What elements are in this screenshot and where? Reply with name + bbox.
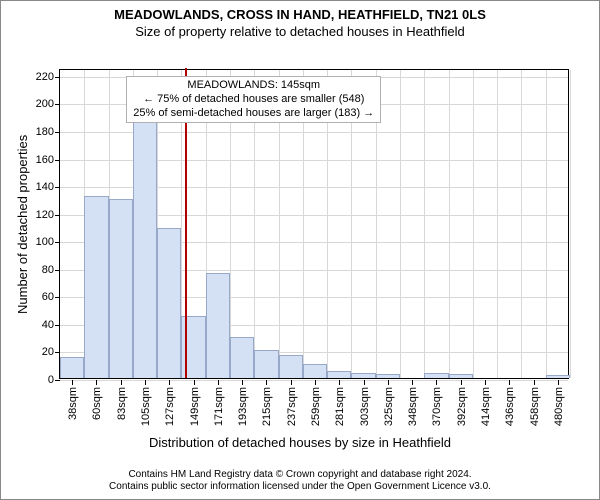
gridline-v: [473, 70, 474, 378]
ytick-label: 220: [36, 71, 60, 83]
xtick-mark: [315, 380, 316, 385]
xtick-label: 127sqm: [162, 387, 176, 426]
xtick-label: 436sqm: [502, 387, 516, 426]
histogram-bar: [84, 196, 108, 378]
xtick-mark: [72, 380, 73, 385]
y-axis-label: Number of detached properties: [15, 135, 30, 314]
xtick-mark: [558, 380, 559, 385]
xtick-mark: [388, 380, 389, 385]
chart-container: MEADOWLANDS, CROSS IN HAND, HEATHFIELD, …: [0, 0, 600, 500]
xtick-mark: [364, 380, 365, 385]
ytick-label: 0: [48, 374, 60, 386]
histogram-bar: [546, 375, 570, 378]
annotation-box: MEADOWLANDS: 145sqm← 75% of detached hou…: [126, 76, 381, 123]
xtick-label: 149sqm: [187, 387, 201, 426]
plot-area: 02040608010012014016018020022038sqm60sqm…: [59, 69, 569, 379]
ytick-label: 80: [42, 264, 60, 276]
xtick-mark: [461, 380, 462, 385]
gridline-v: [521, 70, 522, 378]
ytick-label: 200: [36, 98, 60, 110]
xtick-label: 83sqm: [114, 387, 128, 420]
attribution-text: Contains HM Land Registry data © Crown c…: [1, 469, 599, 493]
xtick-label: 348sqm: [405, 387, 419, 426]
histogram-bar: [109, 199, 133, 378]
xtick-label: 171sqm: [211, 387, 225, 426]
xtick-mark: [509, 380, 510, 385]
xtick-label: 480sqm: [551, 387, 565, 426]
x-axis-label: Distribution of detached houses by size …: [149, 435, 451, 450]
xtick-mark: [291, 380, 292, 385]
histogram-bar: [206, 273, 230, 378]
xtick-mark: [412, 380, 413, 385]
histogram-bar: [424, 373, 448, 379]
xtick-mark: [96, 380, 97, 385]
xtick-label: 392sqm: [454, 387, 468, 426]
xtick-mark: [485, 380, 486, 385]
histogram-bar: [60, 357, 84, 378]
gridline-h: [60, 380, 568, 381]
xtick-label: 414sqm: [478, 387, 492, 426]
gridline-v: [570, 70, 571, 378]
ytick-label: 140: [36, 181, 60, 193]
ytick-label: 160: [36, 154, 60, 166]
gridline-v: [449, 70, 450, 378]
histogram-bar: [157, 228, 181, 378]
xtick-label: 38sqm: [65, 387, 79, 420]
annotation-line: 25% of semi-detached houses are larger (…: [133, 107, 374, 121]
annotation-line: ← 75% of detached houses are smaller (54…: [133, 93, 374, 107]
xtick-label: 458sqm: [527, 387, 541, 426]
ytick-label: 100: [36, 236, 60, 248]
xtick-mark: [266, 380, 267, 385]
xtick-label: 105sqm: [138, 387, 152, 426]
ytick-label: 180: [36, 126, 60, 138]
gridline-v: [400, 70, 401, 378]
gridline-v: [424, 70, 425, 378]
histogram-bar: [279, 355, 303, 378]
xtick-mark: [436, 380, 437, 385]
histogram-bar: [254, 350, 278, 378]
xtick-label: 259sqm: [308, 387, 322, 426]
histogram-bar: [303, 364, 327, 378]
histogram-bar: [133, 122, 157, 378]
chart-title: MEADOWLANDS, CROSS IN HAND, HEATHFIELD, …: [1, 7, 599, 22]
xtick-mark: [218, 380, 219, 385]
xtick-label: 215sqm: [259, 387, 273, 426]
histogram-bar: [351, 373, 375, 379]
xtick-mark: [534, 380, 535, 385]
xtick-mark: [194, 380, 195, 385]
histogram-bar: [327, 371, 351, 378]
xtick-label: 370sqm: [429, 387, 443, 426]
ytick-label: 120: [36, 209, 60, 221]
annotation-line: MEADOWLANDS: 145sqm: [133, 79, 374, 93]
xtick-label: 237sqm: [284, 387, 298, 426]
histogram-bar: [376, 374, 400, 378]
xtick-label: 60sqm: [89, 387, 103, 420]
xtick-mark: [121, 380, 122, 385]
xtick-mark: [242, 380, 243, 385]
gridline-v: [546, 70, 547, 378]
ytick-label: 40: [42, 319, 60, 331]
histogram-bar: [449, 374, 473, 378]
ytick-label: 60: [42, 291, 60, 303]
gridline-v: [497, 70, 498, 378]
xtick-mark: [169, 380, 170, 385]
xtick-mark: [145, 380, 146, 385]
xtick-mark: [339, 380, 340, 385]
xtick-label: 303sqm: [357, 387, 371, 426]
chart-subtitle: Size of property relative to detached ho…: [1, 24, 599, 39]
xtick-label: 325sqm: [381, 387, 395, 426]
histogram-bar: [230, 337, 254, 378]
ytick-label: 20: [42, 346, 60, 358]
xtick-label: 281sqm: [332, 387, 346, 426]
xtick-label: 193sqm: [235, 387, 249, 426]
